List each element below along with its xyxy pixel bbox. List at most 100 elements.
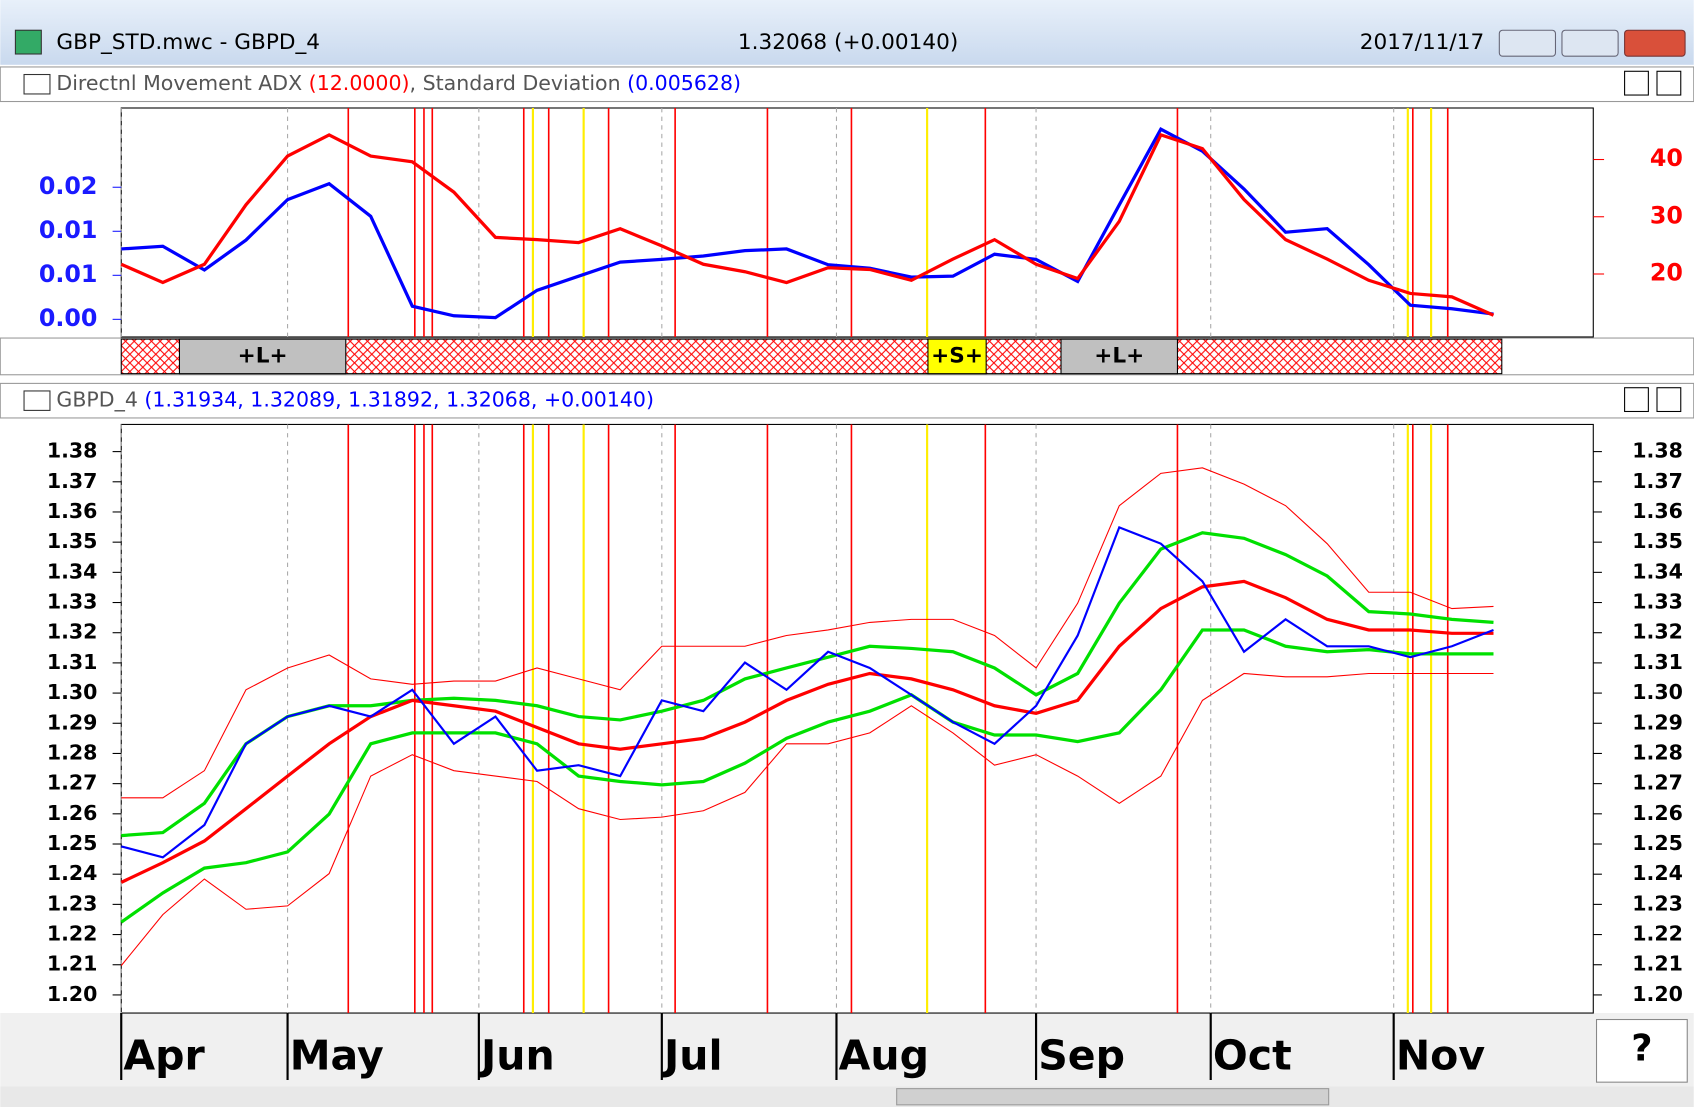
y-tick-label: 1.23 xyxy=(1632,891,1683,915)
y-tick-label: 1.28 xyxy=(47,740,98,764)
y-tick-label: 0.01 xyxy=(39,216,98,244)
y-tick-label: 1.30 xyxy=(1632,680,1683,704)
y-tick-label: 0.02 xyxy=(39,172,98,200)
y-tick-label: 1.31 xyxy=(1632,650,1683,674)
y-tick-label: 1.37 xyxy=(47,469,98,493)
y-tick-label: 1.29 xyxy=(47,710,98,734)
title-part: GBPD_4 xyxy=(56,388,144,412)
y-tick-label: 1.35 xyxy=(47,529,98,553)
pane1-title: Directnl Movement ADX (12.0000), Standar… xyxy=(56,71,741,95)
series-line xyxy=(120,672,1494,966)
title-part: (1.31934, 1.32089, 1.31892, 1.32068, +0.… xyxy=(144,388,654,412)
signal-band xyxy=(927,338,987,375)
y-tick-label: 1.36 xyxy=(47,499,98,523)
series-line xyxy=(121,467,1494,799)
y-tick-label: 1.27 xyxy=(1632,771,1683,795)
y-tick-label: 1.24 xyxy=(47,861,98,885)
maximize-button[interactable] xyxy=(1561,29,1619,57)
app-icon xyxy=(14,29,42,55)
y-tick-label: 1.32 xyxy=(1632,620,1683,644)
y-tick-label: 1.33 xyxy=(1632,590,1683,614)
signal-label: +L+ xyxy=(238,343,288,368)
y-tick-label: 1.23 xyxy=(47,891,98,915)
x-tick-label: May xyxy=(290,1031,384,1079)
pane-close[interactable] xyxy=(1656,70,1682,96)
y-tick-label: 1.30 xyxy=(47,680,98,704)
y-tick-label: 1.22 xyxy=(47,922,98,946)
y2-tick-label: 40 xyxy=(1650,144,1683,172)
plot-area xyxy=(120,107,1594,338)
pane-close[interactable] xyxy=(1656,387,1682,413)
scroll-thumb[interactable] xyxy=(896,1088,1330,1106)
y-tick-label: 1.36 xyxy=(1632,499,1683,523)
y-tick-label: 1.24 xyxy=(1632,861,1683,885)
signal-band xyxy=(1060,338,1178,375)
pane-restore[interactable] xyxy=(1624,387,1649,413)
plot-area xyxy=(120,423,1594,1014)
x-axis-area xyxy=(0,1013,1694,1087)
close-button[interactable] xyxy=(1624,29,1686,57)
x-tick-label: Sep xyxy=(1038,1031,1125,1079)
y-tick-label: 1.26 xyxy=(1632,801,1683,825)
series-line xyxy=(120,628,1494,924)
y-tick-label: 1.21 xyxy=(1632,952,1683,976)
y-tick-label: 1.37 xyxy=(1632,469,1683,493)
pane-restore[interactable] xyxy=(1624,70,1649,96)
y-tick-label: 1.34 xyxy=(1632,559,1683,583)
quote: 1.32068 (+0.00140) xyxy=(738,30,958,55)
x-tick-label: Oct xyxy=(1213,1031,1292,1079)
series-line xyxy=(120,579,1494,884)
signal-band xyxy=(178,338,347,375)
title-part: Directnl Movement ADX xyxy=(56,71,308,95)
pane2-title: GBPD_4 (1.31934, 1.32089, 1.31892, 1.320… xyxy=(56,388,654,412)
x-tick-label: Jun xyxy=(478,1031,555,1079)
signal-label: +L+ xyxy=(1094,343,1144,368)
y-tick-label: 1.25 xyxy=(1632,831,1683,855)
title-part: (12.0000) xyxy=(309,71,410,95)
title-bar xyxy=(0,0,1694,65)
y-tick-label: 1.26 xyxy=(47,801,98,825)
x-tick-label: Aug xyxy=(839,1031,929,1079)
minimize-button[interactable] xyxy=(1498,29,1557,57)
y-tick-label: 1.22 xyxy=(1632,922,1683,946)
pane1-header xyxy=(0,66,1694,103)
x-tick-label: Apr xyxy=(123,1031,205,1079)
window-title: GBP_STD.mwc - GBPD_4 xyxy=(56,30,320,55)
y-tick-label: 1.35 xyxy=(1632,529,1683,553)
y-tick-label: 1.34 xyxy=(47,559,98,583)
y-tick-label: 0.00 xyxy=(39,304,98,332)
y-tick-label: 1.25 xyxy=(47,831,98,855)
x-tick-label: Nov xyxy=(1396,1031,1486,1079)
y-tick-label: 1.21 xyxy=(47,952,98,976)
signal-hatch xyxy=(120,338,1503,375)
pane-icon xyxy=(23,73,51,95)
signal-label: +S+ xyxy=(931,343,983,368)
series-line xyxy=(120,132,1495,317)
y-tick-label: 1.20 xyxy=(1632,982,1683,1006)
y-tick-label: 1.33 xyxy=(47,590,98,614)
y-tick-label: 1.28 xyxy=(1632,740,1683,764)
series-line xyxy=(121,126,1494,320)
y-tick-label: 1.32 xyxy=(47,620,98,644)
y-tick-label: 1.29 xyxy=(1632,710,1683,734)
y2-tick-label: 30 xyxy=(1650,201,1683,229)
scrollbar[interactable] xyxy=(0,1086,1694,1107)
help-button[interactable] xyxy=(1595,1018,1688,1083)
y-tick-label: 1.38 xyxy=(47,439,98,463)
y-tick-label: 0.01 xyxy=(39,260,98,288)
pane2-header xyxy=(0,382,1694,419)
y-tick-label: 1.38 xyxy=(1632,439,1683,463)
y-tick-label: 1.31 xyxy=(47,650,98,674)
series-line xyxy=(121,531,1494,838)
series-line xyxy=(120,525,1494,859)
title-part: , Standard Deviation xyxy=(410,71,628,95)
title-part: (0.005628) xyxy=(627,71,741,95)
y-tick-label: 1.27 xyxy=(47,771,98,795)
y2-tick-label: 20 xyxy=(1650,258,1683,286)
pane-icon xyxy=(23,390,51,411)
x-tick-label: Jul xyxy=(661,1031,723,1079)
date: 2017/11/17 xyxy=(1360,30,1484,55)
help-label: ? xyxy=(1631,1026,1652,1069)
y-tick-label: 1.20 xyxy=(47,982,98,1006)
